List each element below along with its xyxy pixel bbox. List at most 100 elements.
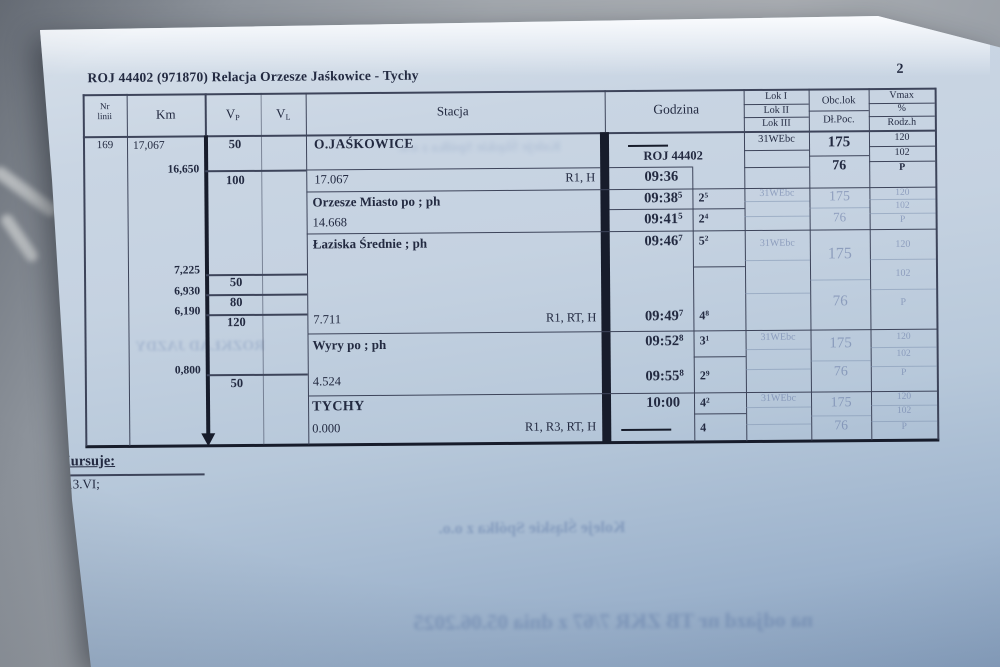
station-name: Łaziska Średnie ; ph (312, 235, 428, 252)
vp-value: 80 (229, 295, 243, 310)
vp-value: 50 (228, 137, 242, 152)
station-name: TYCHY (312, 399, 365, 415)
track-number: 25 (698, 190, 709, 205)
bleedthrough-text: ROZKŁAD JAZDY (135, 337, 265, 355)
station-notes: R1, RT, H (545, 310, 597, 325)
train-length: 76 (832, 158, 847, 174)
time-cell: 09:467 (644, 232, 683, 250)
col-header-stacja: Stacja (436, 103, 469, 119)
station-name: Wyry po ; ph (312, 336, 387, 353)
vmax-value: 120 (895, 238, 911, 250)
time-cell: 09:385 (644, 189, 683, 207)
track-number: 48 (699, 308, 710, 323)
col-header-nr-linii: Nr linii (97, 101, 113, 121)
loco-load: 175 (829, 335, 852, 352)
track-number: 24 (698, 211, 709, 226)
col-header-obc-lok: Obc.lok (821, 95, 856, 107)
col-header-dl-poc: Dł.Poc. (823, 114, 855, 126)
col-header-rodz-h: Rodz.h (887, 116, 917, 128)
vp-value: 120 (226, 314, 246, 330)
kursuje-dates: - 13.VI; (58, 476, 100, 492)
station-km: 7.711 (313, 312, 342, 327)
loco-unit: 31WEbc (759, 187, 795, 199)
track-number: 4 (700, 420, 707, 435)
km-mark: 6,190 (174, 305, 201, 318)
train-length: 76 (833, 364, 848, 380)
station-km: 17.067 (314, 172, 349, 187)
no-time-dash (621, 428, 672, 432)
train-length: 76 (834, 417, 849, 433)
loco-load: 175 (830, 395, 852, 411)
track-number: 29 (699, 368, 710, 383)
vmax-pct: 102 (894, 146, 910, 158)
train-length: 76 (833, 209, 847, 225)
vmax-pct: 102 (896, 405, 912, 416)
no-time-dash (628, 144, 669, 147)
col-header-godzina: Godzina (653, 101, 700, 117)
document-title: ROJ 44402 (971870) Relacja Orzesze Jaśko… (87, 67, 419, 86)
rodz-h: P (899, 161, 906, 173)
line-number: 169 (96, 139, 114, 152)
vmax-value: 120 (896, 331, 911, 342)
kursuje-label: Kursuje: (59, 453, 116, 470)
km-mark: 16,650 (167, 163, 200, 176)
time-cell: 10:00 (646, 394, 681, 411)
station-name: O.JAŚKOWICE (313, 135, 414, 152)
vmax-pct: 102 (896, 348, 911, 359)
col-header-lok-iii: Lok III (762, 117, 791, 129)
loco-unit: 31WEbc (758, 133, 795, 145)
direction-arrow-head (200, 433, 215, 447)
station-km: 0.000 (312, 421, 341, 436)
vp-value: 50 (230, 376, 244, 391)
rodz-h: P (901, 367, 907, 378)
vp-value: 50 (229, 275, 243, 290)
loco-load: 175 (827, 134, 851, 151)
col-header-km: Km (155, 106, 176, 122)
col-header-vl: VL (276, 105, 291, 122)
loco-load: 175 (827, 245, 852, 263)
train-length: 76 (832, 293, 848, 310)
col-header-percent: % (897, 102, 906, 114)
km-mark: 0,800 (174, 364, 201, 377)
station-name: Orzesze Miasto po ; ph (312, 193, 441, 210)
time-cell: 09:528 (645, 332, 684, 350)
col-header-vp: VP (225, 106, 240, 123)
time-cell: 09:36 (644, 168, 679, 185)
col-header-vmax: Vmax (889, 89, 914, 101)
vmax-value: 120 (894, 131, 910, 143)
km-mark: 7,225 (174, 264, 201, 277)
rodz-h: P (901, 421, 907, 432)
track-number: 42 (699, 395, 710, 410)
time-cell: 09:558 (645, 367, 684, 385)
train-id: ROJ 44402 (643, 148, 703, 163)
rodz-h: P (899, 214, 906, 225)
km-mark: 6,930 (174, 285, 201, 298)
col-header-lok-i: Lok I (765, 90, 788, 102)
station-km: 4.524 (312, 374, 342, 389)
col-header-lok-ii: Lok II (763, 104, 789, 116)
time-cell: 09:415 (644, 210, 683, 228)
track-number: 52 (698, 233, 709, 248)
page-number: 2 (896, 61, 904, 77)
km-start: 17,067 (132, 139, 165, 152)
station-km: 14.668 (312, 215, 348, 230)
time-cell: 09:497 (644, 307, 684, 325)
bleedthrough-text: na odjazd nr TB ZKR 7/67 z dnia 05.06.20… (413, 607, 814, 635)
bleedthrough-text: Koleje Śląskie Spółka z o.o. (438, 519, 626, 538)
vmax-pct: 102 (895, 267, 911, 279)
loco-load: 175 (828, 189, 850, 205)
loco-unit: 31WEbc (759, 237, 795, 249)
station-notes: R1, H (565, 170, 596, 185)
rodz-h: P (900, 296, 907, 308)
loco-unit: 31WEbc (760, 392, 797, 404)
vmax-pct: 102 (895, 200, 910, 211)
track-number: 31 (699, 333, 710, 348)
vp-value: 100 (225, 173, 245, 188)
loco-unit: 31WEbc (760, 331, 796, 343)
vmax-value: 120 (895, 187, 910, 198)
station-notes: R1, R3, RT, H (524, 419, 597, 434)
vmax-value: 120 (896, 391, 912, 402)
